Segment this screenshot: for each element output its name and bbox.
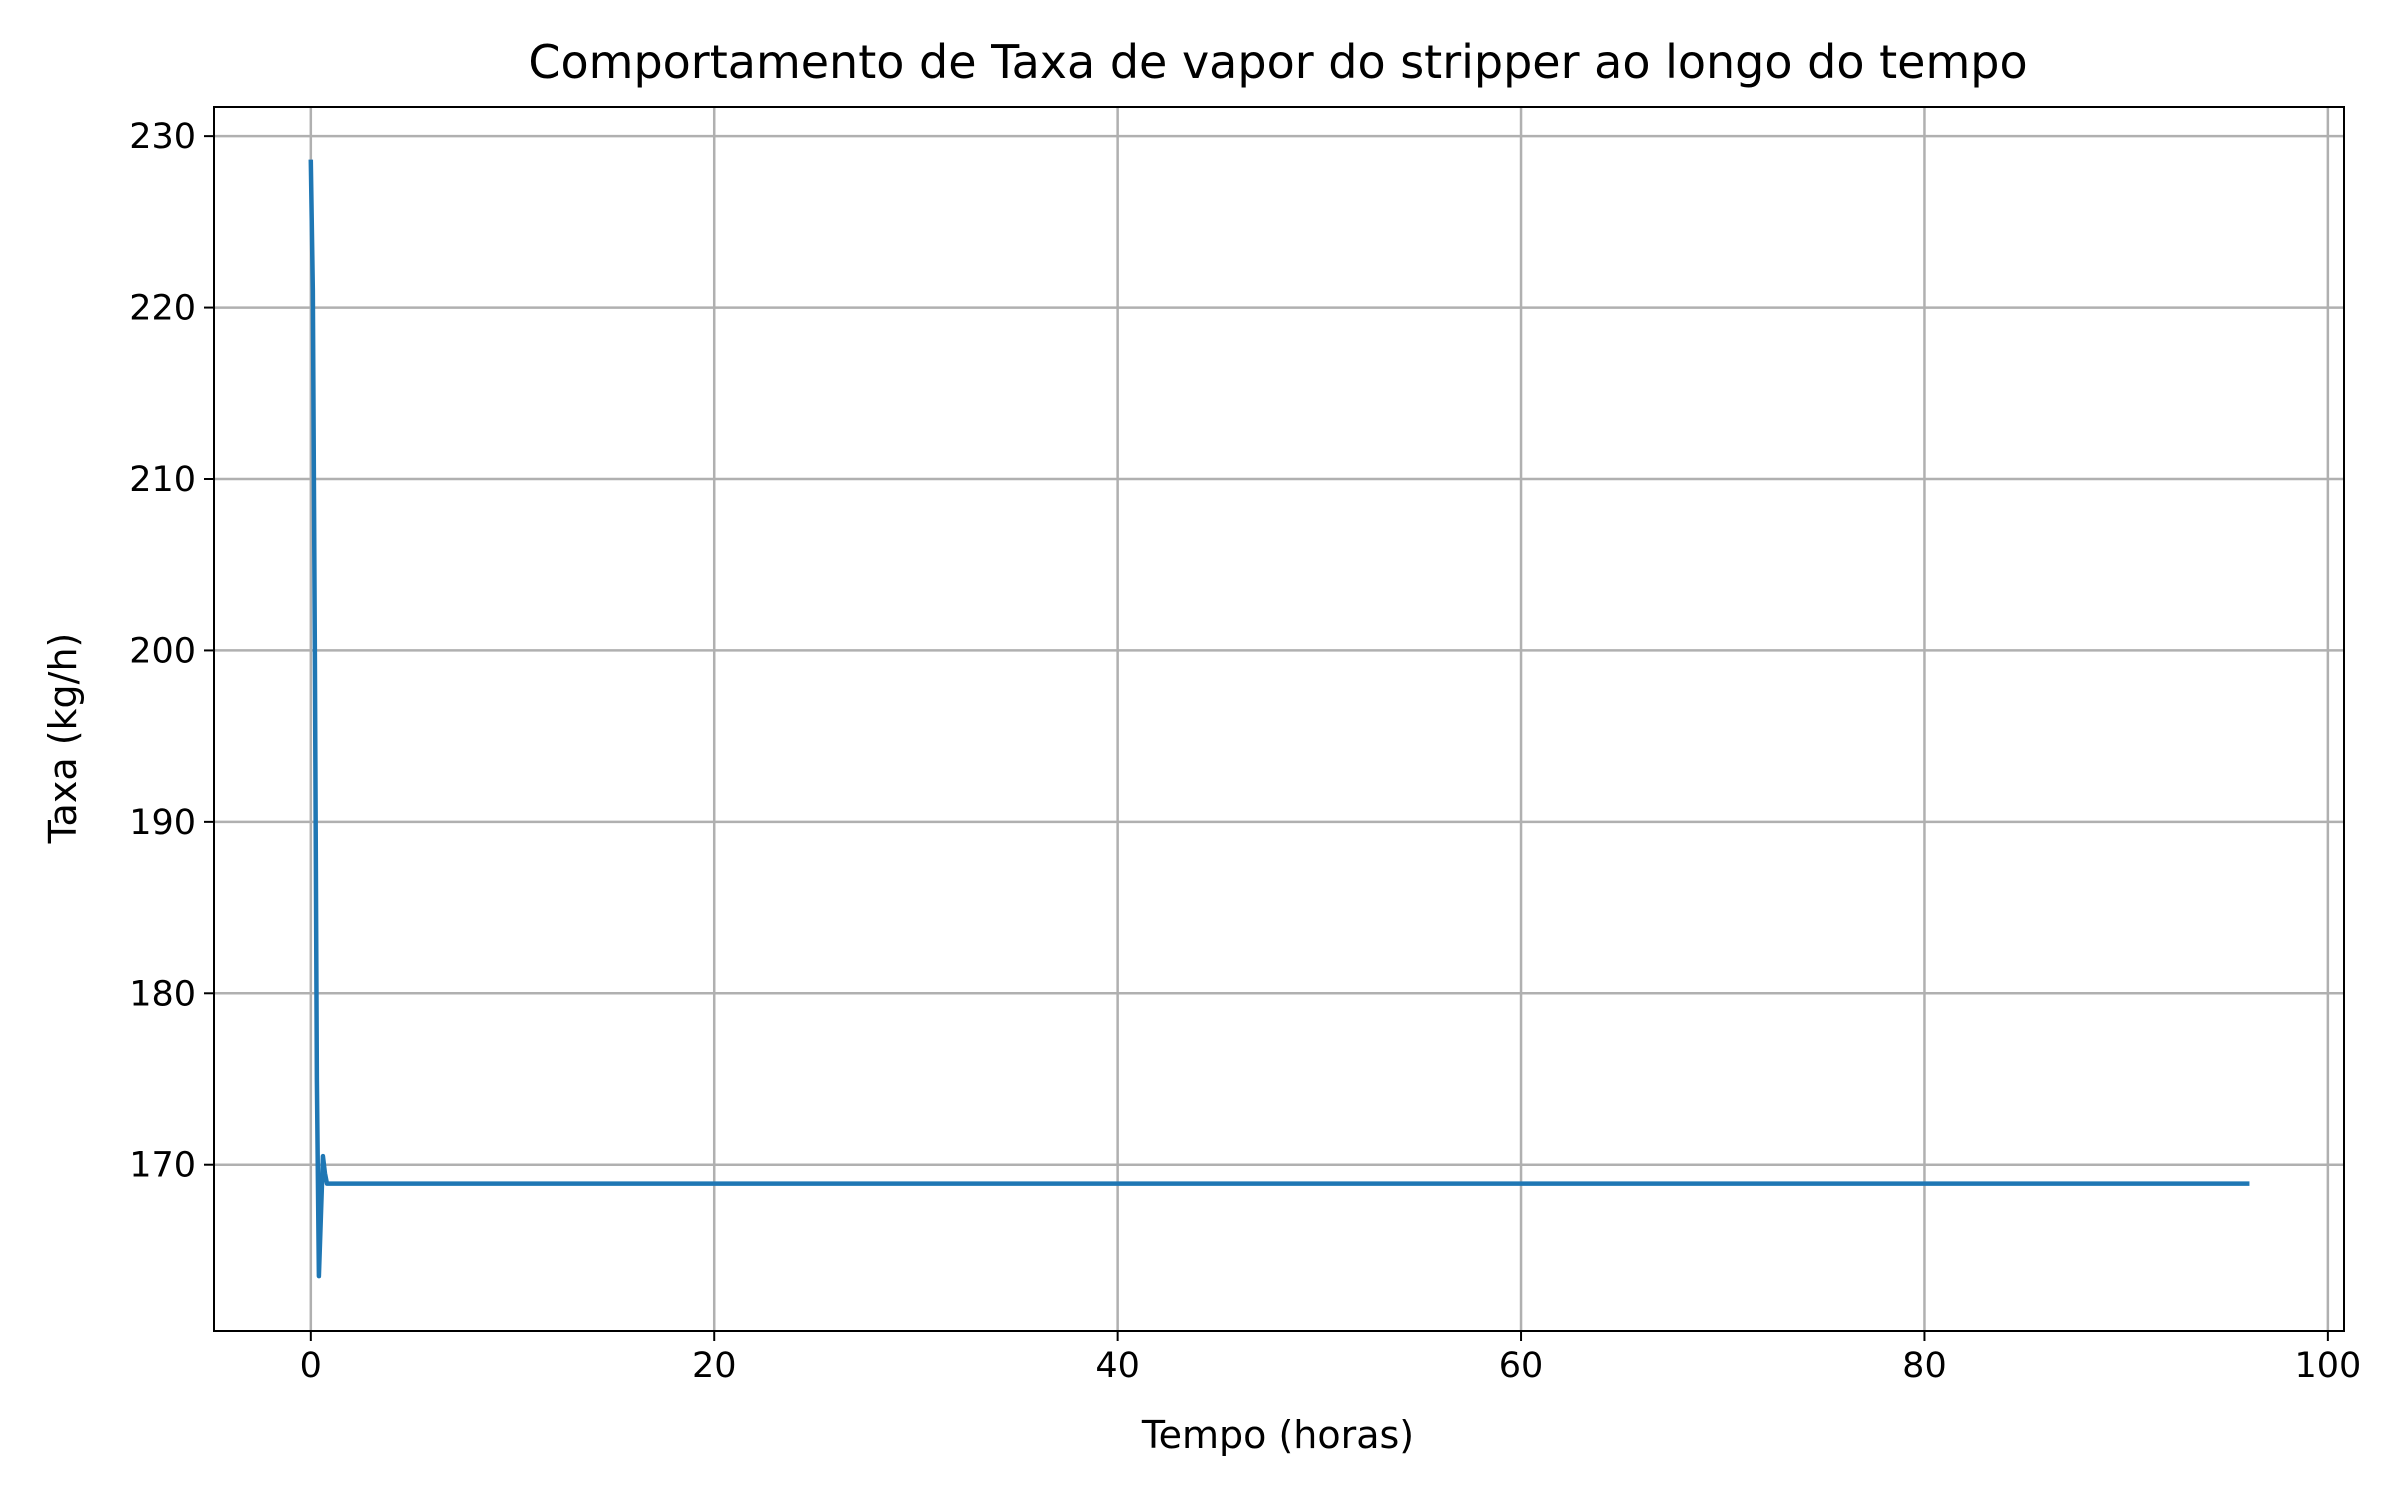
x-tick-label: 0 xyxy=(300,1346,322,1386)
y-tick-label: 190 xyxy=(129,803,196,843)
ticks: 0 20 40 60 80 100 170 180 190 200 210 220 230 xyxy=(129,117,2361,1386)
y-tick-label: 220 xyxy=(129,289,196,329)
y-tick-label: 170 xyxy=(129,1146,196,1186)
y-tick-label: 210 xyxy=(129,460,196,500)
x-axis-label: Tempo (horas) xyxy=(1141,1413,1414,1457)
x-tick-label: 100 xyxy=(2294,1346,2361,1386)
x-tick-label: 40 xyxy=(1095,1346,1140,1386)
y-axis-label: Taxa (kg/h) xyxy=(41,633,85,845)
x-tick-label: 80 xyxy=(1902,1346,1947,1386)
y-tick-label: 200 xyxy=(129,631,196,671)
x-tick-label: 60 xyxy=(1499,1346,1544,1386)
series-layer xyxy=(308,159,2250,1279)
chart-title: Comportamento de Taxa de vapor do stripp… xyxy=(528,35,2027,89)
y-tick-label: 180 xyxy=(129,974,196,1014)
x-tick-label: 20 xyxy=(692,1346,737,1386)
series-line xyxy=(308,159,2250,1279)
y-tick-label: 230 xyxy=(129,117,196,157)
plot-frame xyxy=(213,106,2345,1332)
grid xyxy=(214,107,2344,1331)
